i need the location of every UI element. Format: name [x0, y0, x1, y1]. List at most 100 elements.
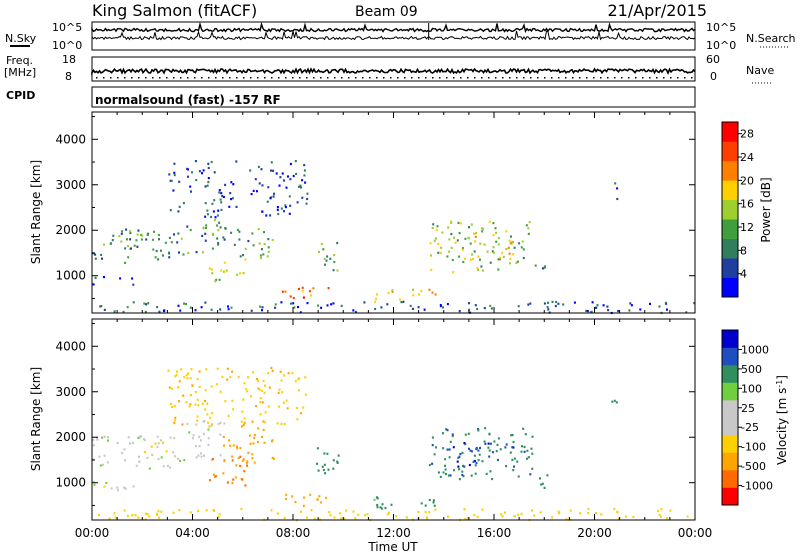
scatter-cell — [495, 450, 498, 453]
scatter-cell — [170, 241, 173, 244]
scatter-cell — [210, 215, 213, 219]
scatter-cell — [210, 308, 213, 311]
scatter-cell — [171, 405, 173, 409]
scatter-cell — [513, 246, 516, 249]
scatter-cell — [434, 508, 437, 511]
scatter-cell — [226, 367, 229, 370]
scatter-cell — [476, 267, 479, 270]
scatter-cell — [222, 472, 225, 475]
scatter-cell — [204, 215, 207, 218]
scatter-cell — [109, 242, 112, 245]
scatter-cell — [527, 456, 530, 459]
scatter-cell — [338, 512, 341, 515]
scatter-cell — [213, 473, 215, 476]
scatter-cell — [481, 508, 484, 511]
scatter-cell — [497, 258, 500, 261]
scatter-cell — [475, 461, 478, 465]
power-colorbar-swatch — [722, 277, 738, 298]
scatter-cell — [204, 399, 206, 403]
date-label: 21/Apr/2015 — [607, 1, 707, 20]
scatter-cell — [226, 378, 229, 381]
scatter-cell — [200, 455, 203, 458]
scatter-cell — [309, 493, 312, 496]
scatter-cell — [231, 459, 234, 462]
scatter-cell — [282, 401, 285, 404]
scatter-cell — [281, 172, 284, 175]
scatter-cell — [129, 230, 132, 233]
nave-dot — [390, 77, 392, 79]
scatter-cell — [476, 515, 479, 518]
scatter-cell — [219, 226, 222, 229]
frequency-traces — [91, 67, 696, 79]
scatter-cell — [458, 310, 461, 313]
scatter-cell — [293, 306, 296, 309]
x-tick-label: 20:00 — [577, 526, 612, 540]
scatter-cell — [473, 232, 475, 235]
scatter-cell — [232, 408, 235, 411]
scatter-cell — [304, 181, 307, 184]
scatter-cell — [176, 241, 179, 244]
scatter-cell — [277, 212, 280, 216]
scatter-cell — [92, 438, 95, 442]
scatter-cell — [449, 474, 452, 477]
scatter-cell — [173, 162, 176, 165]
scatter-cell — [477, 449, 480, 452]
scatter-cell — [251, 453, 254, 456]
scatter-cell — [511, 434, 514, 437]
scatter-cell — [150, 445, 153, 448]
scatter-cell — [196, 398, 199, 401]
nave-label: Nave — [746, 64, 774, 77]
scatter-cell — [144, 310, 147, 313]
nave-dot — [621, 77, 623, 79]
scatter-cell — [302, 504, 305, 507]
scatter-cell — [257, 440, 259, 444]
scatter-cell — [439, 251, 442, 255]
scatter-cell — [123, 509, 126, 512]
noise-right-tick-top: 10^5 — [706, 21, 736, 34]
scatter-cell — [167, 464, 169, 467]
scatter-cell — [294, 380, 297, 383]
scatter-cell — [448, 448, 451, 451]
scatter-cell — [239, 455, 242, 458]
scatter-cell — [463, 442, 466, 445]
scatter-cell — [171, 387, 173, 390]
scatter-cell — [278, 184, 281, 187]
scatter-cell — [317, 304, 319, 307]
scatter-cell — [223, 444, 225, 447]
cpid-text: normalsound (fast) -157 RF — [95, 93, 281, 107]
nave-dot — [509, 77, 511, 79]
scatter-cell — [496, 458, 499, 462]
scatter-cell — [179, 459, 181, 462]
scatter-cell — [329, 514, 332, 517]
scatter-cell — [491, 250, 494, 253]
nave-dot — [663, 77, 665, 79]
scatter-cell — [210, 458, 213, 461]
scatter-cell — [231, 197, 234, 200]
nave-dot — [495, 77, 497, 79]
scatter-cell — [261, 184, 264, 187]
scatter-cell — [154, 442, 157, 445]
scatter-cell — [327, 287, 330, 290]
noise-left-tick-top: 10^5 — [52, 21, 82, 34]
scatter-cell — [482, 269, 485, 272]
scatter-cell — [187, 251, 190, 255]
scatter-cell — [131, 277, 134, 280]
scatter-cell — [451, 435, 454, 438]
scatter-cell — [210, 412, 213, 415]
scatter-cell — [162, 254, 164, 257]
scatter-cell — [211, 247, 214, 250]
scatter-cell — [238, 230, 241, 233]
scatter-cell — [222, 435, 225, 438]
scatter-cell — [241, 478, 244, 481]
scatter-cell — [284, 204, 287, 207]
scatter-cell — [258, 182, 261, 185]
scatter-cell — [208, 267, 211, 270]
nave-dot — [474, 77, 476, 79]
nave-dot — [523, 77, 525, 79]
scatter-cell — [521, 445, 523, 448]
scatter-cell — [196, 415, 199, 418]
scatter-cell — [478, 453, 481, 456]
scatter-cell — [143, 302, 146, 305]
scatter-cell — [219, 454, 222, 457]
nave-dot — [180, 77, 182, 79]
